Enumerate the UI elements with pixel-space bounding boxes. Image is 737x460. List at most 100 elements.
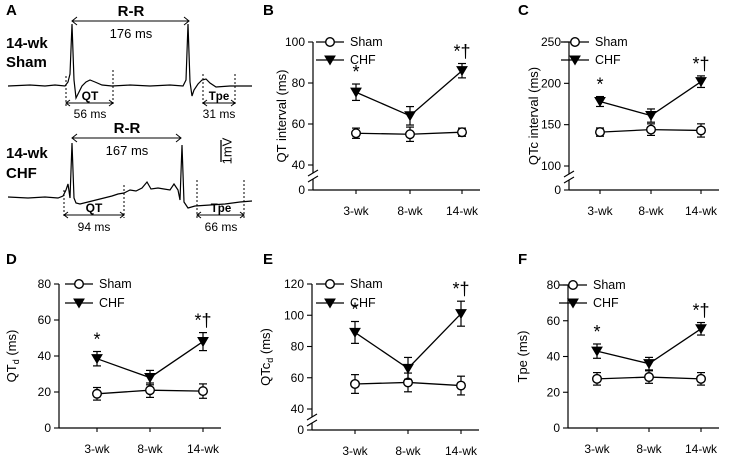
y-axis-label-main: QTc interval (ms) [526, 67, 541, 165]
chf-ecg-trace [7, 142, 253, 209]
y-tick-label: 80 [547, 278, 561, 292]
y-tick-label: 40 [38, 349, 52, 363]
significance-mark: * [596, 75, 603, 95]
x-tick-label: 8-wk [395, 444, 421, 458]
significance-mark: *† [692, 54, 709, 74]
sham-qt-value: 56 ms [74, 107, 107, 121]
sham-rr-bracket [71, 16, 190, 26]
chart-e: E 40 60 80 100 120 0 3-wk 8-wk 14-wk QTcd (ms) Sham… [258, 251, 479, 458]
y-tick-label: 20 [547, 385, 561, 399]
sham-ecg-trace [7, 23, 252, 101]
data-point-chf [404, 111, 416, 122]
legend-marker-sham [570, 37, 581, 48]
data-point-sham [351, 128, 362, 139]
data-point-sham [592, 373, 603, 384]
data-point-chf [594, 96, 606, 107]
legend-marker-sham [325, 279, 336, 290]
chf-qt-value: 94 ms [78, 220, 111, 234]
significance-mark: * [352, 62, 359, 82]
ecg-panel: A 14-wk Sham R-R 176 ms QT 56 ms Tpe [6, 2, 253, 234]
chf-rr-label: R-R [114, 120, 141, 137]
y-tick-label: 0 [44, 421, 51, 435]
panel-label-e: E [263, 251, 273, 268]
legend-label-sham: Sham [350, 277, 383, 291]
sham-group-line1: 14-wk [6, 35, 48, 52]
y-axis-label-main: QT interval (ms) [274, 70, 289, 163]
y-tick-label: 100 [284, 308, 304, 322]
chart-c: C 100 150 200 250 0 3-wk 8-wk 14-wk QTc interval … [518, 2, 719, 218]
charts-group: B 40 60 80 100 0 3-wk 8-wk 14-wk QT interval (ms)… [4, 2, 719, 458]
legend-marker-chf [569, 55, 581, 66]
y-tick-label-zero: 0 [554, 183, 561, 197]
data-point-chf [91, 354, 103, 365]
axis-break-mark [306, 419, 318, 427]
y-axis-label: QTc interval (ms) [526, 67, 541, 165]
legend-label-chf: CHF [595, 53, 621, 67]
legend-marker-sham [325, 37, 336, 48]
x-tick-label: 8-wk [636, 442, 662, 456]
legend-label-chf: CHF [350, 296, 376, 310]
x-tick-label: 14-wk [685, 204, 718, 218]
data-point-sham [696, 125, 707, 136]
chf-group-line1: 14-wk [6, 145, 48, 162]
data-point-sham [595, 127, 606, 138]
chf-rr-bracket [71, 133, 182, 143]
axis-break-mark [306, 413, 318, 421]
data-point-chf [350, 87, 362, 98]
y-axis-label-units: (ms) [258, 328, 273, 358]
data-point-sham [197, 386, 208, 397]
y-axis-label-units: (ms) [4, 330, 19, 360]
data-point-sham [644, 372, 655, 383]
data-point-chf [197, 337, 209, 348]
legend-marker-chf [324, 55, 336, 66]
significance-mark: *† [453, 42, 470, 62]
chf-group-line2: CHF [6, 165, 37, 182]
y-axis-label: QTd (ms) [4, 330, 21, 383]
x-tick-label: 3-wk [84, 442, 110, 456]
y-tick-label: 60 [38, 313, 52, 327]
sham-tpe-label: Tpe [209, 91, 229, 103]
axis-break-mark [307, 169, 319, 177]
y-axis-label-subscript: d [11, 359, 21, 364]
y-tick-label: 40 [291, 402, 305, 416]
chart-f: F 0 20 40 60 80 3-wk 8-wk 14-wk Tpe (ms) Sham CHF * *… [515, 251, 719, 456]
y-axis-label-main: QTc [258, 362, 273, 386]
data-point-sham [144, 385, 155, 396]
chf-tpe-value: 66 ms [205, 220, 238, 234]
y-tick-label: 80 [291, 340, 305, 354]
y-tick-label: 60 [291, 371, 305, 385]
x-tick-label: 14-wk [446, 204, 479, 218]
data-point-sham [405, 129, 416, 140]
y-tick-label: 100 [285, 35, 305, 49]
sham-tpe-bracket [202, 74, 236, 107]
legend-marker-chf [73, 298, 85, 309]
y-tick-label: 250 [541, 35, 561, 49]
panel-label-d: D [6, 251, 17, 268]
y-tick-label: 60 [292, 117, 306, 131]
sham-qt-bracket [65, 70, 114, 107]
legend-marker-chf [567, 298, 579, 309]
y-tick-label: 20 [38, 385, 52, 399]
y-tick-label: 200 [541, 76, 561, 90]
y-tick-label: 60 [547, 314, 561, 328]
x-tick-label: 8-wk [638, 204, 664, 218]
x-tick-label: 8-wk [137, 442, 163, 456]
x-tick-label: 14-wk [685, 442, 718, 456]
sham-group-line2: Sham [6, 54, 47, 71]
y-tick-label-zero: 0 [298, 183, 305, 197]
x-tick-label: 3-wk [587, 204, 613, 218]
y-tick-label: 40 [547, 350, 561, 364]
chart-b: B 40 60 80 100 0 3-wk 8-wk 14-wk QT interval (ms)… [263, 2, 480, 218]
data-point-chf [591, 346, 603, 357]
data-point-sham [457, 127, 468, 138]
x-tick-label: 3-wk [343, 204, 369, 218]
sham-qt-label: QT [82, 89, 99, 103]
y-tick-label: 40 [292, 158, 306, 172]
axis-break-mark [563, 170, 575, 178]
data-point-sham [350, 379, 361, 390]
panel-label-a: A [6, 2, 17, 19]
panel-label-c: C [518, 2, 529, 19]
data-point-chf [455, 309, 467, 320]
axis-break-mark [307, 175, 319, 183]
